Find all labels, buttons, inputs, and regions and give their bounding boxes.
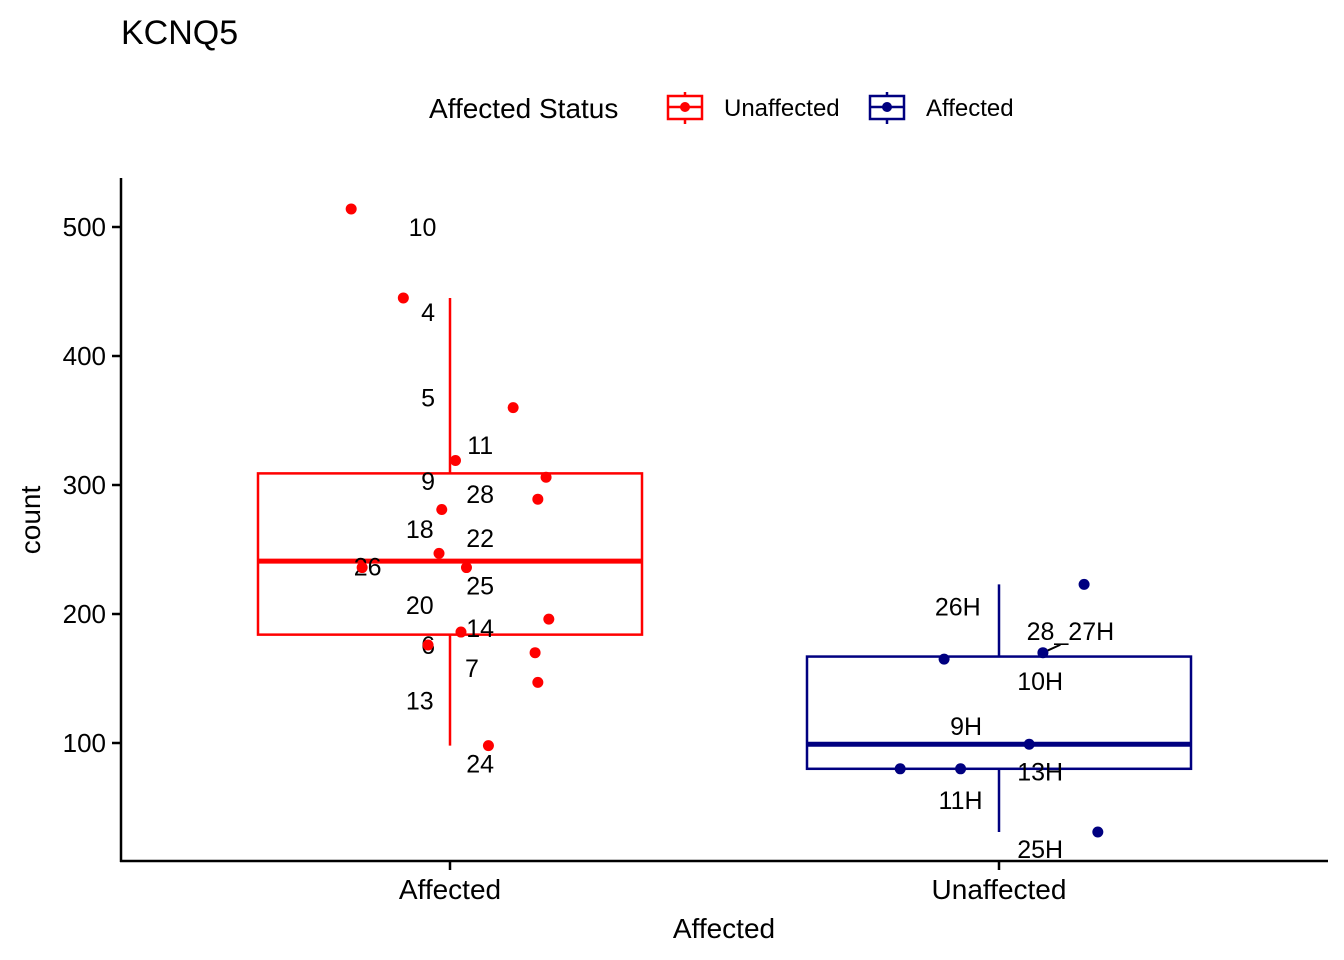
- data-point: [460, 562, 472, 574]
- data-point: [529, 647, 541, 659]
- data-point: [397, 292, 409, 304]
- data-point: [455, 626, 467, 638]
- point-label: 10H: [1017, 668, 1063, 696]
- data-point: [482, 740, 494, 752]
- box-unaffected: [805, 584, 1193, 833]
- data-point: [449, 454, 461, 466]
- y-tick-label: 500: [63, 212, 106, 242]
- data-point: [894, 763, 906, 775]
- boxes: [256, 297, 1193, 833]
- data-point: [436, 504, 448, 516]
- box-affected: [256, 297, 644, 746]
- y-ticks: 100 200 300 400 500: [63, 212, 121, 758]
- point-label: 20: [406, 592, 434, 620]
- y-tick-label: 400: [63, 341, 106, 371]
- y-tick-label: 200: [63, 599, 106, 629]
- data-point: [1078, 578, 1090, 590]
- point-label: 10: [409, 214, 437, 242]
- legend: Affected Status Unaffected Affected: [429, 92, 1014, 124]
- data-point: [507, 402, 519, 414]
- point-label: 11: [467, 432, 493, 460]
- x-axis-title: Affected: [673, 913, 775, 944]
- axes: [119, 178, 1328, 863]
- point-label: 5: [421, 384, 435, 412]
- data-point: [938, 653, 950, 665]
- point-label: 9H: [950, 713, 982, 741]
- data-point: [433, 547, 445, 559]
- box-body: [256, 472, 644, 636]
- y-tick-label: 300: [63, 470, 106, 500]
- chart-title: KCNQ5: [121, 14, 238, 52]
- point-label: 24: [466, 751, 494, 779]
- legend-title: Affected Status: [429, 93, 618, 124]
- point-label: 13: [406, 687, 434, 715]
- data-point: [543, 613, 555, 625]
- points: [345, 203, 1104, 838]
- y-axis-title: count: [15, 486, 46, 555]
- data-point: [540, 471, 552, 483]
- point-label: 28: [466, 481, 494, 509]
- data-point: [1092, 826, 1104, 838]
- y-tick-label: 100: [63, 728, 106, 758]
- point-label: 25H: [1017, 836, 1063, 864]
- legend-label-affected: Affected: [926, 95, 1014, 122]
- data-point: [356, 562, 368, 574]
- point-label: 7: [465, 655, 479, 683]
- data-point: [532, 676, 544, 688]
- box-body: [805, 655, 1193, 771]
- data-point: [345, 203, 357, 215]
- data-point: [1037, 647, 1049, 659]
- x-tick-label: Unaffected: [932, 874, 1067, 905]
- data-point: [422, 639, 434, 651]
- point-label: 11H: [939, 787, 983, 815]
- point-label: 9: [421, 468, 435, 496]
- point-label: 14: [466, 615, 494, 643]
- x-ticks: Affected Unaffected: [399, 861, 1067, 905]
- data-point: [955, 763, 967, 775]
- point-label: 18: [406, 516, 434, 544]
- point-label: 25: [466, 573, 494, 601]
- legend-label-unaffected: Unaffected: [724, 95, 840, 122]
- legend-key-unaffected: [666, 92, 704, 124]
- data-point: [1023, 738, 1035, 750]
- point-label: 4: [421, 299, 435, 327]
- point-label: 28_27H: [1027, 618, 1115, 646]
- legend-key-affected: [868, 92, 906, 124]
- point-label: 26H: [935, 593, 981, 621]
- data-point: [532, 493, 544, 505]
- x-tick-label: Affected: [399, 874, 501, 905]
- point-label: 13H: [1017, 758, 1063, 786]
- point-label: 22: [466, 525, 494, 553]
- point-labels: 10451192818222526201467132426H28_27H10H9…: [354, 214, 1114, 864]
